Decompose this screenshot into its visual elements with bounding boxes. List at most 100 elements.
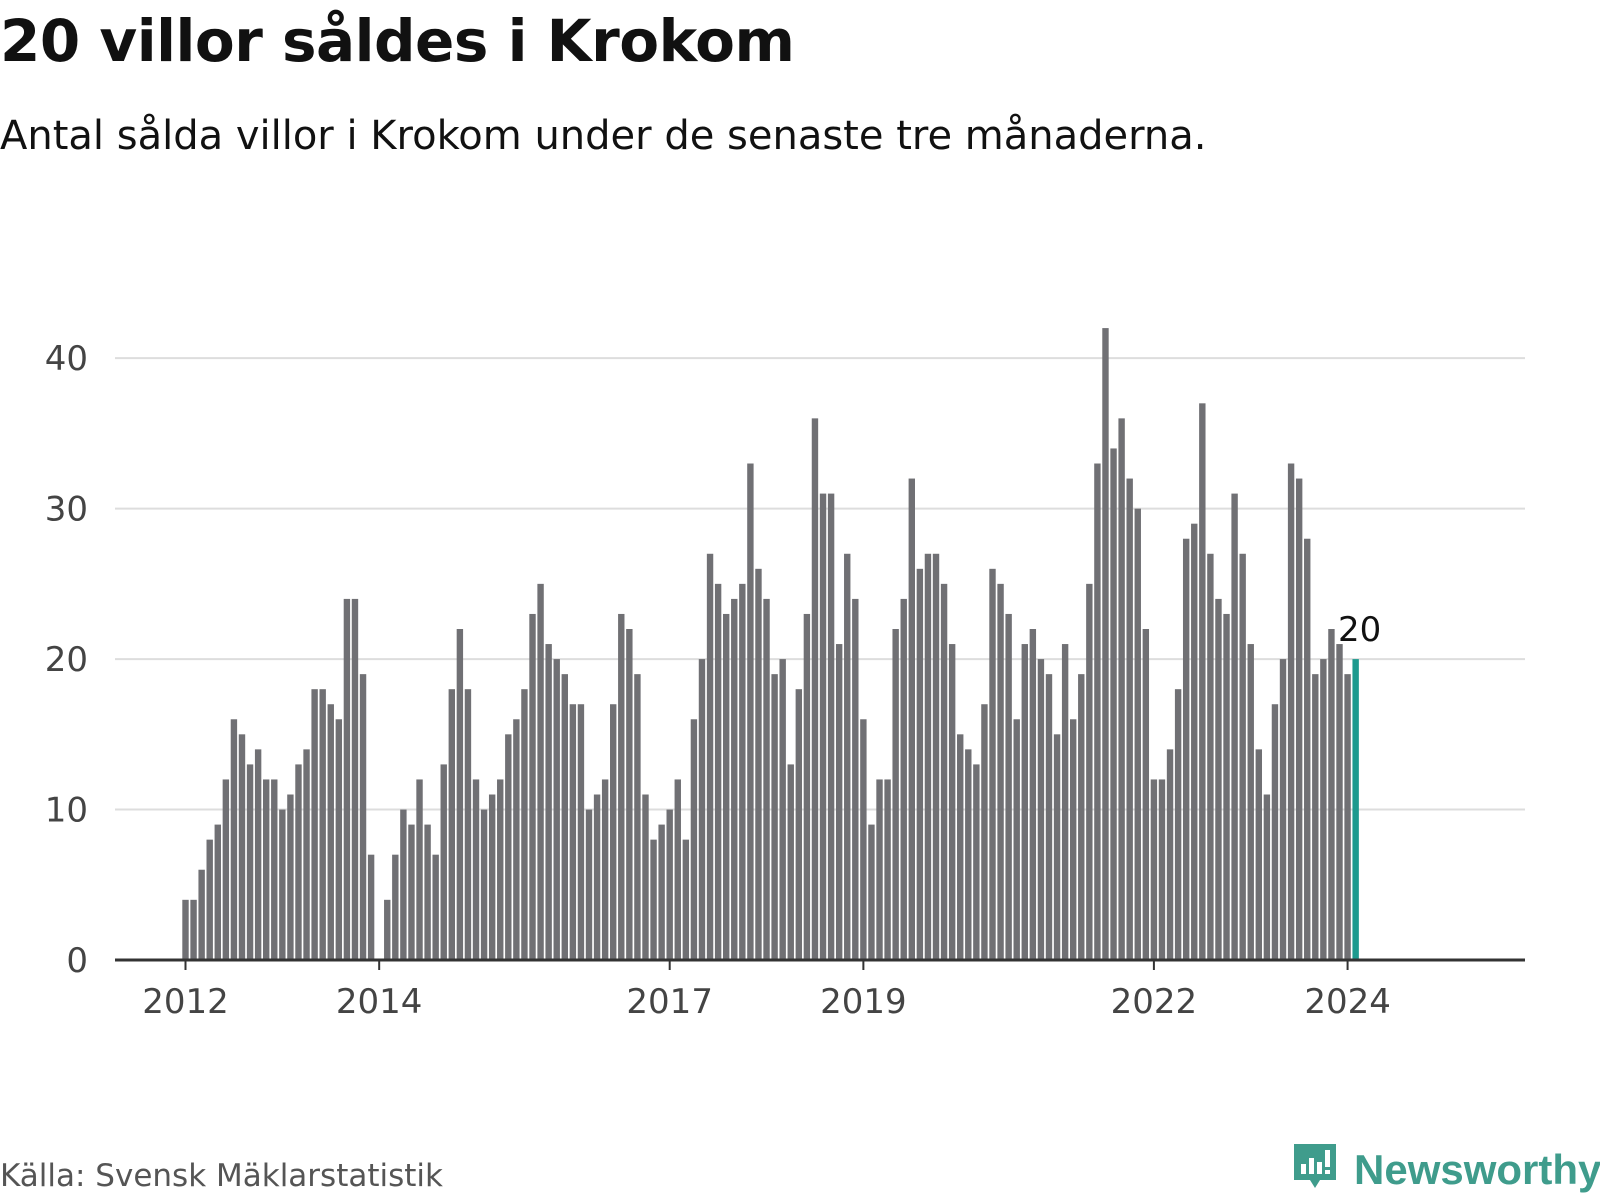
bar	[1215, 598, 1222, 960]
bar	[303, 749, 310, 960]
bar	[682, 839, 690, 960]
bar	[351, 598, 359, 960]
bar	[367, 854, 375, 960]
bar	[1053, 734, 1061, 960]
bar	[1086, 583, 1093, 960]
bar	[488, 794, 496, 960]
y-tick-label: 0	[66, 941, 88, 981]
bar	[1110, 448, 1117, 960]
y-tick-label: 40	[45, 339, 88, 379]
latest-value-label: 20	[1338, 610, 1381, 650]
bar	[1320, 659, 1327, 960]
bar	[448, 689, 456, 960]
bar	[916, 568, 924, 960]
bar	[472, 779, 480, 960]
bar	[440, 764, 447, 960]
bar	[747, 463, 754, 960]
bar	[1304, 538, 1311, 960]
bar	[585, 809, 593, 960]
bar	[731, 598, 738, 960]
bar	[852, 598, 859, 960]
bar	[690, 719, 698, 960]
bar	[561, 674, 568, 960]
x-tick-label: 2014	[336, 982, 423, 1022]
chart-subtitle: Antal sålda villor i Krokom under de sen…	[0, 113, 1207, 159]
bar	[416, 779, 423, 960]
bar	[835, 644, 843, 960]
bar	[1312, 674, 1319, 960]
bar	[1328, 629, 1335, 960]
bar	[1134, 508, 1141, 960]
bar	[254, 749, 262, 960]
bar	[214, 824, 221, 960]
bar	[182, 899, 189, 960]
bar	[755, 568, 762, 960]
bar	[1231, 493, 1238, 960]
bar	[1207, 553, 1214, 960]
bar	[771, 674, 778, 960]
bar	[480, 809, 488, 960]
bars	[182, 328, 1359, 961]
chart-title: 20 villor såldes i Krokom	[0, 7, 795, 75]
bar	[1158, 779, 1166, 960]
bar	[537, 583, 544, 960]
bar	[1191, 523, 1198, 960]
bar	[1094, 463, 1101, 960]
bar	[343, 598, 351, 960]
bar	[997, 583, 1004, 960]
bar	[335, 719, 343, 960]
bar	[1263, 794, 1271, 960]
bar	[392, 854, 399, 960]
bar	[610, 704, 617, 960]
newsworthy-logo-icon	[1294, 1144, 1336, 1188]
bar	[650, 839, 657, 960]
newsworthy-logo: Newsworthy	[1290, 1140, 1600, 1200]
bar	[1005, 613, 1012, 960]
bar	[876, 779, 883, 960]
bar	[513, 719, 520, 960]
x-tick-label: 2019	[820, 982, 907, 1022]
bar	[359, 674, 367, 960]
bar	[1118, 418, 1125, 960]
bar	[844, 553, 851, 960]
bar	[230, 719, 238, 960]
bar	[505, 734, 512, 960]
bar	[1344, 674, 1351, 960]
bar	[739, 583, 746, 960]
bar	[1336, 644, 1343, 960]
bar	[1070, 719, 1077, 960]
bar	[1037, 659, 1045, 960]
bar	[948, 644, 956, 960]
bar	[626, 629, 633, 960]
bar	[989, 568, 996, 960]
bar	[1247, 644, 1254, 960]
bar	[779, 659, 786, 960]
bar	[601, 779, 609, 960]
bar	[658, 824, 665, 960]
bar	[1239, 553, 1246, 960]
bar	[706, 553, 714, 960]
bar	[981, 704, 988, 960]
bar	[908, 478, 915, 960]
bar	[900, 598, 907, 960]
bar	[1199, 403, 1206, 960]
y-tick-label: 10	[45, 791, 88, 831]
x-tick-label: 2024	[1304, 982, 1391, 1022]
bar	[263, 779, 270, 960]
bar	[569, 704, 577, 960]
bar	[884, 779, 891, 960]
bar	[932, 553, 940, 960]
bar	[722, 613, 730, 960]
bar	[965, 749, 972, 960]
bar	[456, 629, 464, 960]
bar	[618, 613, 625, 960]
x-tick-label: 2022	[1111, 982, 1198, 1022]
bar	[279, 809, 286, 960]
bar	[238, 734, 246, 960]
bar	[593, 794, 601, 960]
bar	[246, 764, 254, 960]
bar	[295, 764, 302, 960]
bar	[1021, 644, 1028, 960]
bar	[206, 839, 213, 960]
